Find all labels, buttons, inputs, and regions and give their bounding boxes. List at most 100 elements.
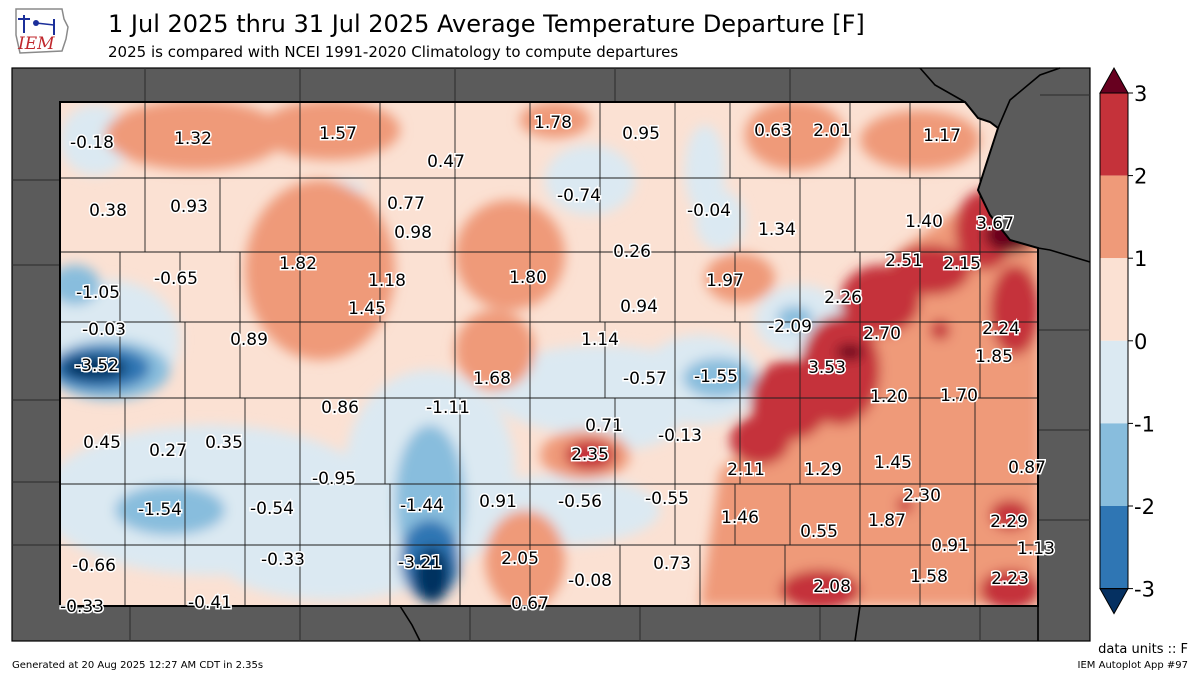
contour-region: [990, 265, 1038, 355]
county-lines: [60, 102, 1038, 606]
station-value-label: -0.95: [312, 469, 356, 489]
colorbar-tick-label: -2: [1134, 495, 1155, 519]
contour-region: [890, 245, 970, 295]
station-value-label: -1.11: [426, 398, 470, 418]
contour-region: [780, 570, 860, 606]
station-value-label: -1.54: [138, 500, 182, 520]
station-labels: -0.18 1.32 1.57 1.78 0.95 0.63 2.01 1.17 0.47 0.3…: [59, 112, 1057, 619]
station-value-label: 1.70: [940, 386, 978, 406]
station-value-label: 0.35: [205, 433, 243, 453]
station-value-label: 1.45: [348, 299, 386, 319]
colorbar-segment: [1100, 423, 1128, 506]
station-value-label: 2.08: [813, 577, 851, 597]
contour-region: [115, 485, 225, 535]
station-value-label: 0.95: [622, 124, 660, 144]
station-value-label: 1.78: [534, 113, 572, 133]
station-value-label: 1.57: [319, 124, 357, 144]
station-value-label: 1.97: [706, 271, 744, 291]
station-value-label: 1.32: [174, 129, 212, 149]
station-value-label: 3.67: [976, 214, 1014, 234]
station-value-label: 1.82: [279, 254, 317, 274]
station-value-label: 2.30: [903, 486, 941, 506]
station-value-label: -0.65: [154, 269, 198, 289]
station-value-label: -0.57: [623, 369, 667, 389]
station-value-label: 0.38: [89, 201, 127, 221]
station-value-label: 2.51: [885, 251, 923, 271]
contour-region: [520, 102, 590, 138]
station-value-label: 1.80: [509, 268, 547, 288]
iem-logo: IEM: [15, 8, 69, 54]
station-value-label: 1.85: [975, 347, 1013, 367]
contour-region: [565, 440, 615, 470]
contour-region: [745, 102, 845, 170]
station-value-label: -0.08: [568, 571, 612, 591]
contour-region: [455, 200, 565, 310]
neighbor-county-lines: [12, 68, 1090, 641]
station-value-label: 0.94: [620, 297, 658, 317]
station-value-label: -0.66: [72, 556, 116, 576]
colorbar-tick-label: -1: [1134, 412, 1155, 436]
station-value-label: 2.26: [824, 288, 862, 308]
station-value-label: 1.87: [868, 511, 906, 531]
station-value-label: 2.15: [943, 254, 981, 274]
station-value-label: 3.53: [808, 358, 846, 378]
generated-timestamp: Generated at 20 Aug 2025 12:27 AM CDT in…: [12, 660, 264, 671]
kansas-outline: [59, 101, 1039, 607]
contour-region: [220, 520, 440, 600]
station-value-label: 1.13: [1017, 539, 1055, 559]
contour-region: [63, 356, 127, 380]
station-value-label: -0.41: [188, 593, 232, 613]
station-value-label: 0.89: [230, 330, 268, 350]
map-title: 1 Jul 2025 thru 31 Jul 2025 Average Temp…: [108, 10, 865, 38]
station-value-label: 2.29: [990, 512, 1028, 532]
contour-region: [980, 570, 1038, 606]
station-value-label: 2.11: [727, 460, 765, 480]
station-value-label: -0.56: [558, 492, 602, 512]
contour-region: [777, 306, 813, 330]
state-boundaries: [399, 67, 1091, 642]
station-value-label: 2.01: [813, 121, 851, 141]
station-value-label: 1.46: [721, 508, 759, 528]
data-units-label: data units :: F: [1098, 642, 1188, 657]
contour-region: [455, 310, 535, 390]
station-value-label: 0.91: [479, 492, 517, 512]
station-value-label: 1.34: [758, 220, 796, 240]
station-value-label: 0.91: [931, 536, 969, 556]
station-value-label: -0.18: [70, 133, 114, 153]
contour-region: [705, 253, 775, 303]
station-value-label: 2.05: [501, 549, 539, 569]
station-value-label: 1.18: [368, 271, 406, 291]
contour-region: [695, 190, 745, 250]
colorbar: 3 2 1 0 -1 -2 -3: [1099, 66, 1155, 615]
station-value-label: -0.13: [658, 426, 702, 446]
station-value-label: 0.86: [321, 398, 359, 418]
app-label: IEM Autoplot App #97: [1077, 660, 1188, 671]
contour-region: [105, 102, 285, 170]
station-value-label: -2.09: [768, 317, 812, 337]
colorbar-tick-label: 3: [1134, 82, 1147, 106]
contour-region: [836, 344, 864, 360]
station-value-label: 0.87: [1008, 458, 1046, 478]
colorbar-segment: [1100, 340, 1128, 424]
station-value-label: 1.40: [905, 212, 943, 232]
station-value-label: 1.14: [581, 330, 619, 350]
station-value-label: -0.04: [687, 201, 731, 221]
station-value-label: 0.27: [149, 441, 187, 461]
station-value-label: 1.29: [804, 460, 842, 480]
colorbar-extend-top: [1099, 66, 1129, 94]
station-value-label: 1.68: [473, 369, 511, 389]
station-value-label: 0.47: [427, 152, 465, 172]
station-value-label: -0.55: [645, 489, 689, 509]
colorbar-tick-label: 1: [1134, 247, 1147, 271]
station-value-label: 2.23: [991, 569, 1029, 589]
contour-region: [414, 547, 450, 603]
colorbar-tick-label: 2: [1134, 165, 1147, 189]
contour-region: [990, 500, 1030, 530]
colorbar-segment: [1100, 506, 1128, 589]
station-value-label: 2.35: [571, 445, 609, 465]
station-value-label: 0.98: [394, 223, 432, 243]
station-value-label: -0.54: [250, 499, 294, 519]
station-value-label: -0.33: [60, 597, 104, 617]
map-subtitle: 2025 is compared with NCEI 1991-2020 Cli…: [108, 43, 679, 61]
